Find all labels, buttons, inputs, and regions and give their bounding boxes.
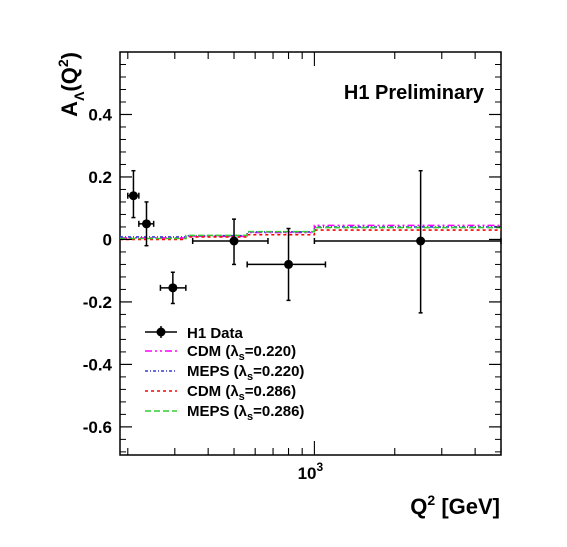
- legend-label-sub: s: [239, 351, 245, 363]
- x-axis-title-base: Q: [410, 494, 427, 519]
- y-axis-title-sub: Λ: [71, 91, 87, 101]
- legend-label-main: CDM (λ: [187, 383, 239, 400]
- legend-label-main: MEPS (λ: [187, 403, 248, 420]
- legend-data-marker: [156, 327, 166, 337]
- legend-label-1: MEPS (λs=0.220): [187, 363, 304, 383]
- y-tick-label: 0.4: [88, 105, 112, 124]
- legend-label-3: MEPS (λs=0.286): [187, 403, 304, 423]
- data-point: [141, 219, 151, 229]
- model-lines: [120, 224, 501, 241]
- legend-label-main: MEPS (λ: [187, 363, 248, 380]
- legend-label-sub: s: [239, 391, 245, 403]
- data-point: [168, 283, 178, 293]
- plot-frame: [119, 51, 502, 456]
- x-tick-label-exponent: 3: [317, 460, 324, 474]
- x-axis-title-sup: 2: [427, 492, 435, 508]
- legend-label-0: CDM (λs=0.220): [187, 343, 296, 363]
- legend-label-tail: =0.220): [253, 363, 304, 380]
- y-axis-title-open: (Q: [57, 67, 82, 91]
- y-tick-label: 0: [103, 230, 112, 249]
- legend-label-sub: s: [247, 371, 253, 383]
- y-axis-title-close: ): [57, 52, 82, 59]
- y-axis-title: AΛ(Q2): [55, 52, 87, 117]
- legend-label-main: CDM (λ: [187, 343, 239, 360]
- legend-label-tail: =0.220): [245, 343, 296, 360]
- y-axis-title-sup: 2: [55, 59, 71, 67]
- y-tick-label: -0.4: [83, 355, 113, 374]
- x-tick-label-base: 10: [298, 464, 317, 483]
- x-tick-label: 103: [298, 460, 324, 483]
- legend-label-2: CDM (λs=0.286): [187, 383, 296, 403]
- y-tick-label: -0.2: [83, 293, 112, 312]
- data-point: [284, 259, 294, 269]
- y-tick-label: 0.2: [88, 168, 112, 187]
- legend-label-sub: s: [247, 411, 253, 423]
- data-point: [416, 236, 426, 246]
- model-line-3: [120, 226, 501, 240]
- x-axis-title-unit: [GeV]: [435, 494, 500, 519]
- legend-label-data: H1 Data: [187, 325, 244, 342]
- data-point: [128, 191, 138, 201]
- x-axis-title: Q2 [GeV]: [410, 492, 500, 519]
- y-axis-title-base: A: [57, 101, 82, 117]
- legend-label-tail: =0.286): [253, 403, 304, 420]
- y-tick-label: -0.6: [83, 418, 112, 437]
- preliminary-label: H1 Preliminary: [344, 82, 485, 104]
- axes: -0.6 -0.4 -0.2 0 0.2 0.4 103: [83, 52, 502, 483]
- data-points: [127, 169, 502, 314]
- legend-label-tail: =0.286): [245, 383, 296, 400]
- data-point: [229, 236, 239, 246]
